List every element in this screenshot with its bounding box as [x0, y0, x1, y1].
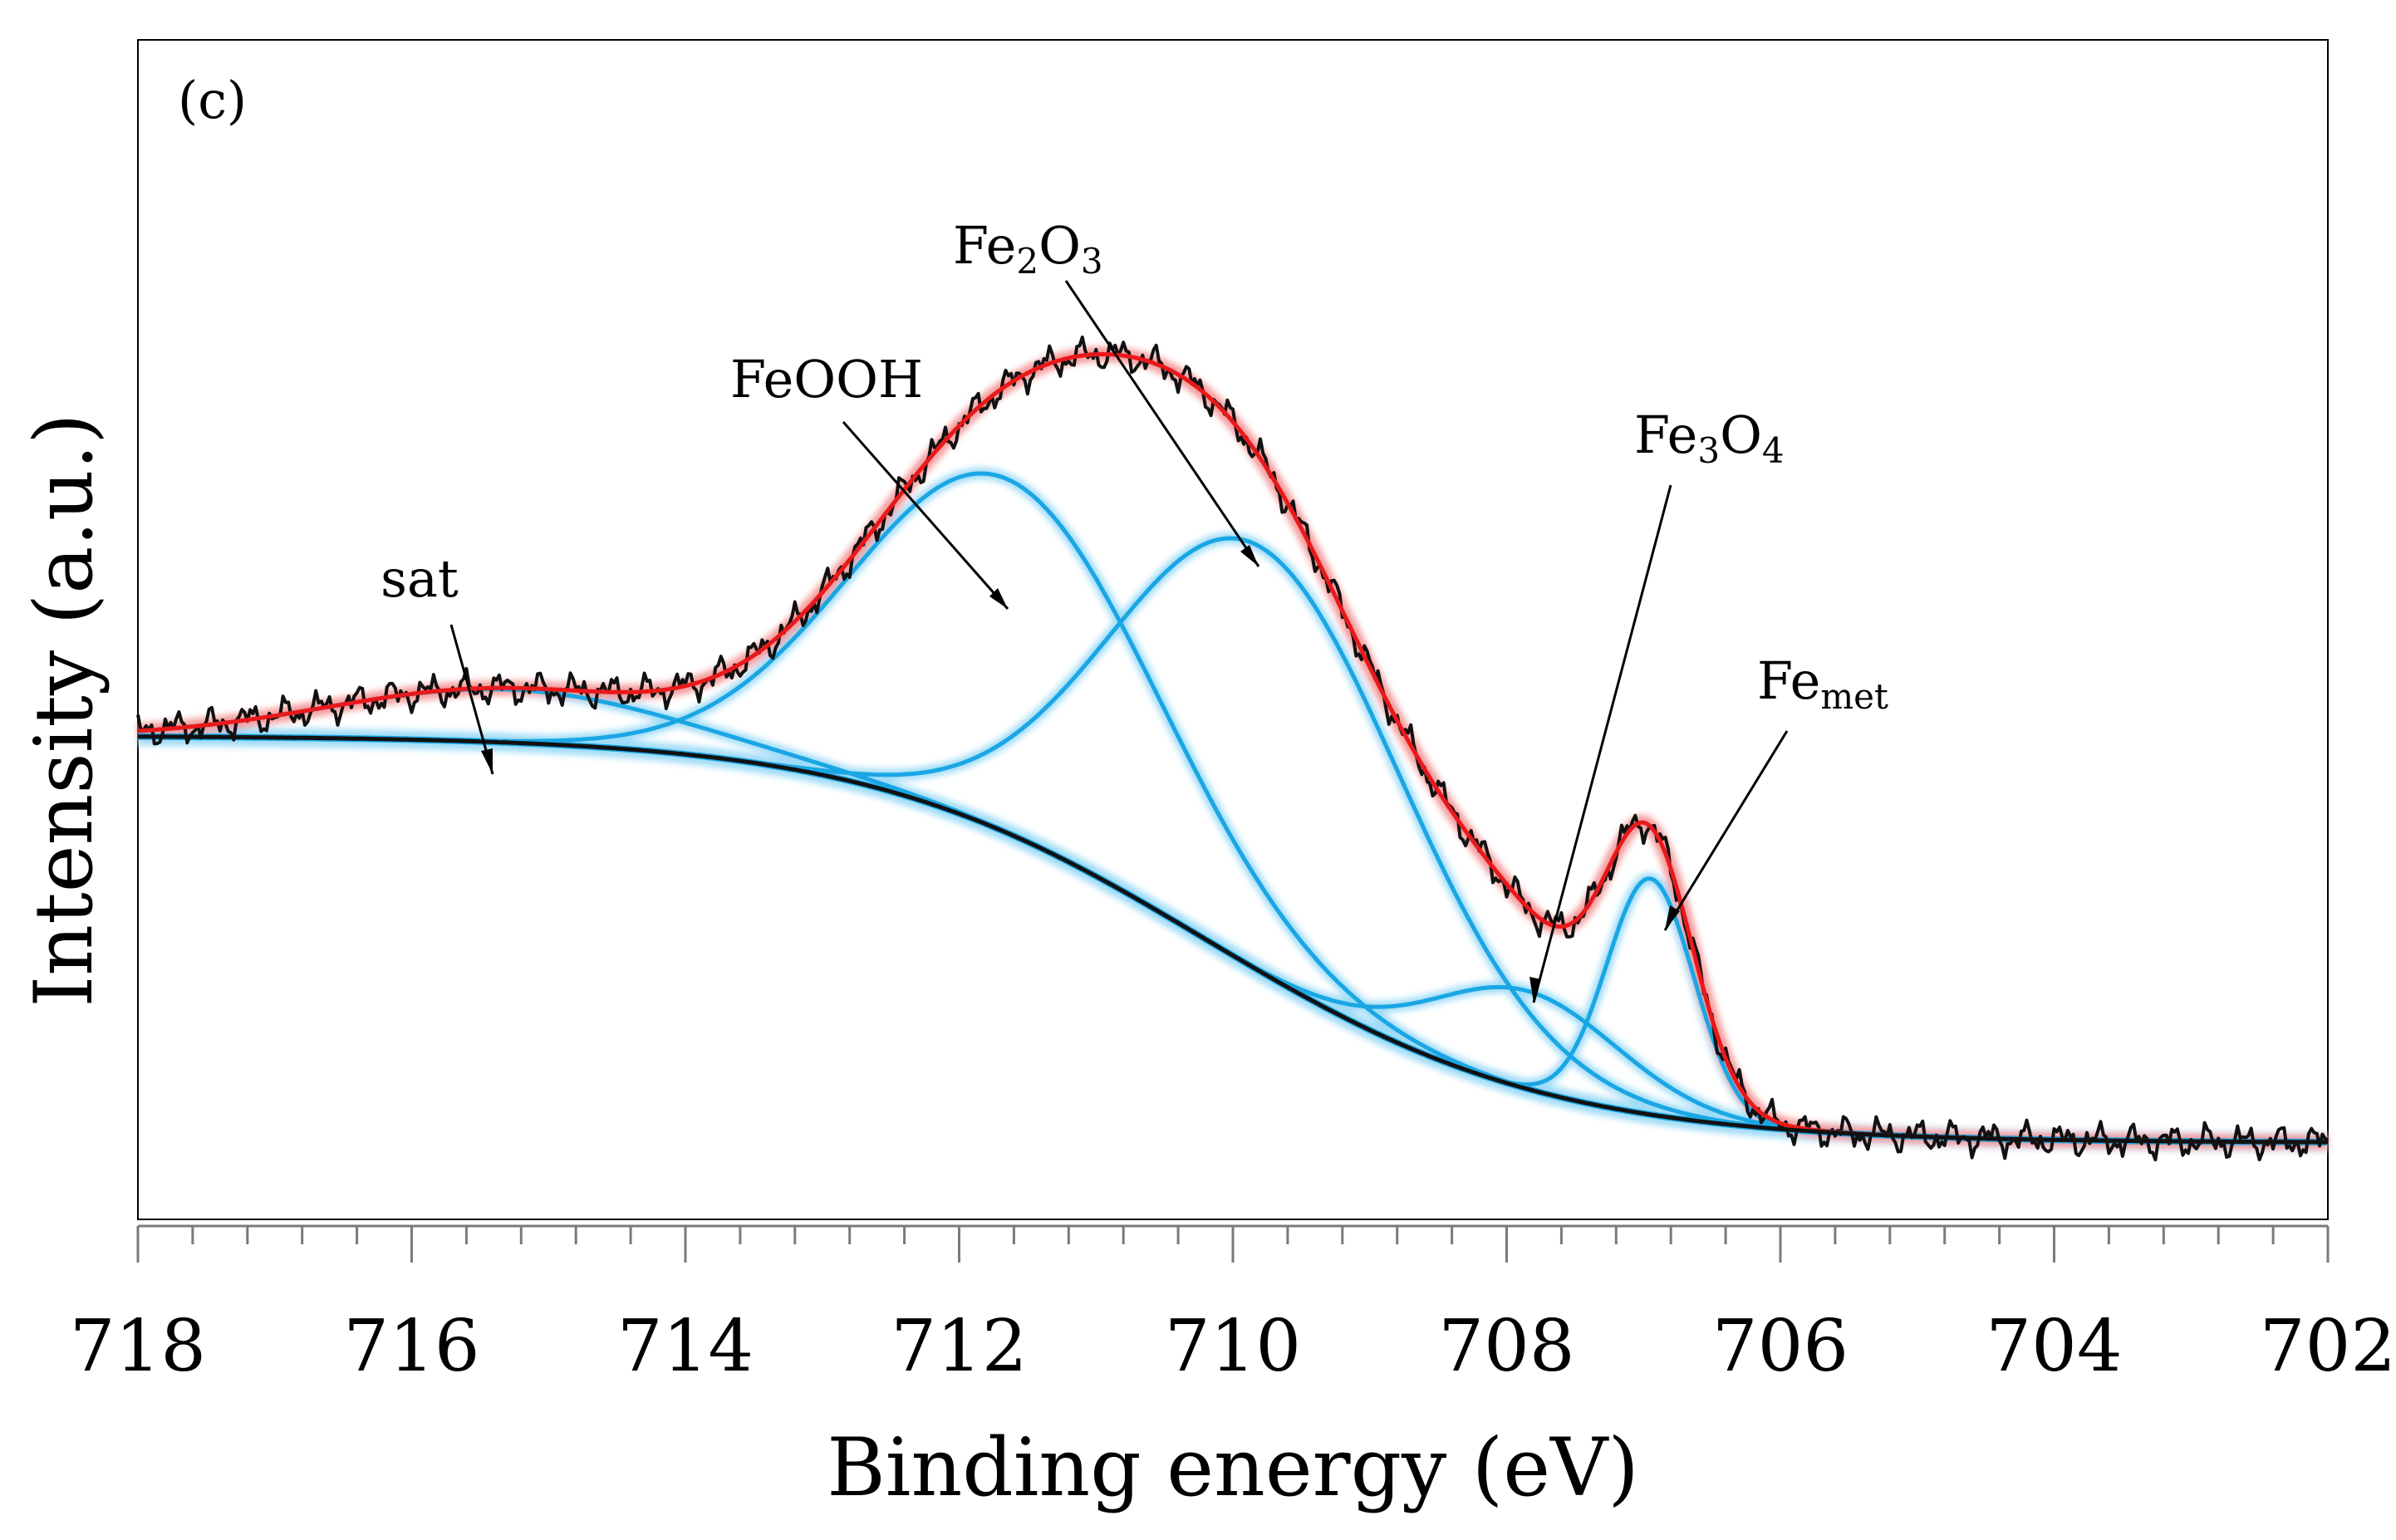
label-femet-sub: met [1820, 676, 1888, 717]
panel-label: (c) [178, 70, 247, 130]
x-axis-title: Binding energy (eV) [827, 1421, 1639, 1514]
label-fe2o3-sub1: 2 [1016, 241, 1038, 282]
label-femet: Femet [1757, 650, 1888, 717]
label-femet-fe: Fe [1757, 650, 1820, 711]
x-tick-label-706: 706 [1712, 1305, 1849, 1388]
label-fe3o4: Fe3O4 [1634, 405, 1785, 471]
label-fe2o3-o: O [1038, 215, 1081, 276]
arrowhead-sat [481, 748, 493, 774]
arrowhead-femet [1665, 905, 1680, 930]
background-curve [138, 734, 2328, 1145]
annotation-arrows [449, 280, 1789, 1003]
arrowhead-fe3o4 [1529, 977, 1541, 1003]
x-tick-label-714: 714 [617, 1305, 754, 1388]
label-feooh: FeOOH [730, 349, 923, 410]
label-fe3o4-sub2: 4 [1762, 430, 1785, 471]
x-tick-label-704: 704 [1986, 1305, 2122, 1388]
arrow-fe3o4 [1532, 484, 1672, 1003]
x-tick-label-710: 710 [1165, 1305, 1301, 1388]
label-sat: sat [381, 548, 459, 609]
annotation-arrowheads [481, 545, 1680, 1003]
curve-layer [136, 335, 2330, 1162]
x-tick-label-712: 712 [891, 1305, 1027, 1388]
arrowhead-feooh [989, 588, 1008, 609]
arrowhead-fe2o3 [1240, 545, 1259, 566]
label-fe3o4-fe: Fe [1634, 405, 1697, 465]
arrow-feooh [842, 421, 1009, 610]
label-fe2o3-fe: Fe [953, 215, 1016, 276]
x-axis-ticks [136, 1226, 2330, 1263]
label-fe2o3: Fe2O3 [953, 215, 1103, 282]
plot-area-frame [137, 39, 2329, 1220]
arrow-fe2o3 [1064, 280, 1260, 567]
x-tick-label-702: 702 [2260, 1305, 2396, 1388]
arrow-femet [1663, 730, 1789, 931]
label-fe2o3-sub2: 3 [1081, 241, 1103, 282]
x-tick-label-718: 718 [70, 1305, 206, 1388]
x-tick-label-708: 708 [1438, 1305, 1574, 1388]
x-tick-label-716: 716 [343, 1305, 479, 1388]
label-fe3o4-o: O [1720, 405, 1762, 465]
label-fe3o4-sub1: 3 [1697, 430, 1720, 471]
y-axis-title: Intensity (a.u.) [17, 413, 110, 1007]
arrow-sat [449, 624, 494, 775]
